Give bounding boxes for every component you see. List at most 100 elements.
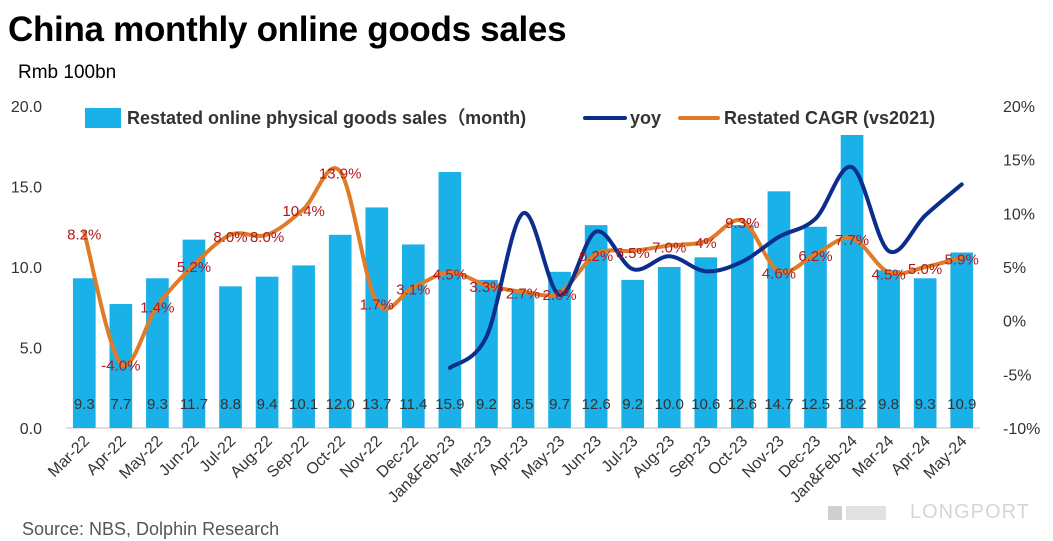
bar-value-label: 14.7 <box>764 396 793 413</box>
legend-label-cagr: Restated CAGR (vs2021) <box>724 108 935 128</box>
cagr-value-label: 4.5% <box>871 266 905 283</box>
cagr-value-label: 8.0% <box>213 229 247 246</box>
y-tick-label: 0.0 <box>20 421 42 438</box>
y2-tick-label: -5% <box>1003 367 1031 384</box>
bar <box>877 270 900 428</box>
cagr-value-label: 2.6% <box>542 287 576 304</box>
legend: Restated online physical goods sales（mon… <box>85 108 935 128</box>
cagr-value-label: 10.4% <box>282 203 325 220</box>
cagr-value-label: 1.7% <box>360 296 394 313</box>
bar <box>328 234 352 428</box>
bar <box>767 191 791 428</box>
x-tick-label: Mar-22 <box>45 433 93 481</box>
y-tick-label: 20.0 <box>11 99 42 116</box>
cagr-value-label: 4.5% <box>433 266 467 283</box>
bar <box>438 172 462 428</box>
cagr-value-label: 13.9% <box>319 165 362 182</box>
legend-label-bars: Restated online physical goods sales（mon… <box>127 108 526 128</box>
cagr-value-label: 7.0% <box>652 240 686 257</box>
cagr-value-label: 8.2% <box>67 227 101 244</box>
bar-value-label: 9.3 <box>915 396 936 413</box>
bar <box>621 279 645 428</box>
x-tick-label: Jun-23 <box>558 433 605 480</box>
bar-value-label: 13.7 <box>362 396 391 413</box>
cagr-value-label: 9.3% <box>725 215 759 232</box>
lines-group <box>82 165 964 370</box>
cagr-value-label: 5.0% <box>908 261 942 278</box>
bar-value-label: 18.2 <box>837 396 866 413</box>
cagr-value-label: 6.2% <box>579 248 613 265</box>
cagr-value-label: 5.9% <box>945 251 979 268</box>
bar-value-label: 15.9 <box>435 396 464 413</box>
bar-value-label: 12.5 <box>801 396 830 413</box>
bar-value-label: 9.2 <box>622 396 643 413</box>
watermark-logo <box>828 506 886 520</box>
bar <box>182 239 206 428</box>
bar-value-label: 10.0 <box>655 396 684 413</box>
x-tick-label: Mar-24 <box>850 433 898 481</box>
y-tick-label: 5.0 <box>20 341 42 358</box>
cagr-value-label: 6.2% <box>798 248 832 265</box>
cagr-value-label: 4% <box>695 235 717 252</box>
cagr-value-label: 6.5% <box>616 245 650 262</box>
bar <box>731 225 754 428</box>
bar <box>255 276 279 428</box>
bar-value-label: 9.3 <box>74 396 95 413</box>
bar-value-label: 9.8 <box>878 396 899 413</box>
bar <box>913 278 937 428</box>
y2-tick-label: 0% <box>1003 314 1026 331</box>
bar-value-label: 12.6 <box>582 396 611 413</box>
bar <box>292 265 315 428</box>
unit-label: Rmb 100bn <box>18 62 117 83</box>
labels-group: 9.3 7.7 9.3 11.7 8.8 9.4 10.1 12.0 13.7 11.4 15.9 9… <box>67 165 979 413</box>
bar <box>950 252 974 428</box>
bars-group <box>72 134 974 429</box>
cagr-value-label: 3.1% <box>396 281 430 298</box>
x-tick-label: Sep-22 <box>264 433 313 482</box>
source-note: Source: NBS, Dolphin Research <box>22 519 280 539</box>
y-tick-label: 10.0 <box>11 260 42 277</box>
bar <box>511 291 535 428</box>
bar-value-label: 8.5 <box>513 396 534 413</box>
bar-value-label: 11.7 <box>180 396 208 413</box>
y2-tick-label: -10% <box>1003 421 1040 438</box>
cagr-value-label: 3.3% <box>469 279 503 296</box>
cagr-value-label: -4.0% <box>101 358 140 375</box>
bar <box>694 257 718 428</box>
bar <box>365 207 389 428</box>
legend-label-yoy: yoy <box>630 108 661 128</box>
bar-value-label: 9.3 <box>147 396 168 413</box>
bar <box>584 225 608 428</box>
yoy-line <box>447 165 964 370</box>
bar-value-label: 8.8 <box>220 396 241 413</box>
bar-value-label: 10.6 <box>691 396 720 413</box>
bar-value-label: 10.1 <box>289 396 318 413</box>
legend-swatch-bars <box>85 108 121 128</box>
cagr-value-label: 4.6% <box>762 265 796 282</box>
bar-value-label: 9.7 <box>549 396 570 413</box>
y2-tick-label: 5% <box>1003 260 1026 277</box>
bar <box>548 271 571 428</box>
bar <box>657 267 681 428</box>
bar-value-label: 9.2 <box>476 396 497 413</box>
y-tick-label: 15.0 <box>11 180 42 197</box>
bar-value-label: 12.0 <box>326 396 355 413</box>
bar-value-label: 12.6 <box>728 396 757 413</box>
bar-value-label: 11.4 <box>399 396 427 413</box>
cagr-value-label: 1.4% <box>140 300 174 317</box>
bar-value-label: 10.9 <box>947 396 976 413</box>
bar <box>72 278 96 428</box>
y2-tick-label: 10% <box>1003 206 1035 223</box>
bar <box>840 134 864 429</box>
cagr-value-label: 5.2% <box>177 259 211 276</box>
bar <box>219 286 242 428</box>
bar-value-label: 7.7 <box>110 396 131 413</box>
bar <box>804 226 827 428</box>
cagr-line <box>82 166 964 368</box>
x-tick-label: Jun-22 <box>156 433 203 480</box>
watermark-text: LONGPORT <box>910 501 1030 523</box>
bar-value-label: 9.4 <box>257 396 278 413</box>
cagr-value-label: 7.7% <box>835 232 869 249</box>
y2-tick-label: 20% <box>1003 99 1035 116</box>
